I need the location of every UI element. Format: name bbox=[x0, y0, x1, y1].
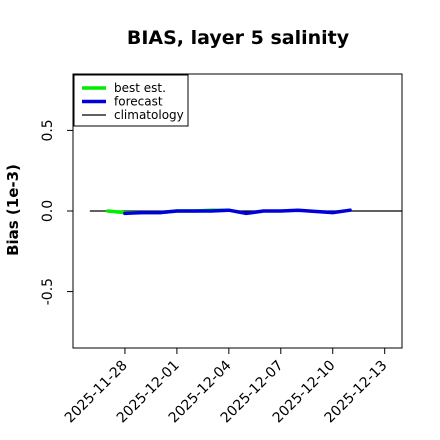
legend-label: forecast bbox=[114, 95, 163, 109]
y-tick-label: 0.5 bbox=[40, 119, 56, 141]
y-tick-label: 0.0 bbox=[40, 200, 56, 222]
x-axis: 2025-11-282025-12-012025-12-042025-12-07… bbox=[62, 348, 391, 426]
legend-label: climatology bbox=[114, 108, 184, 122]
y-axis: -0.5 0.0 0.5 bbox=[40, 119, 73, 305]
legend-label: best est. bbox=[114, 81, 166, 95]
y-tick-label: -0.5 bbox=[40, 278, 56, 305]
chart-title: BIAS, layer 5 salinity bbox=[127, 27, 350, 49]
y-axis-label: Bias (1e-3) bbox=[4, 164, 22, 256]
series-line-forecast bbox=[123, 208, 352, 216]
series-layer bbox=[89, 208, 403, 216]
